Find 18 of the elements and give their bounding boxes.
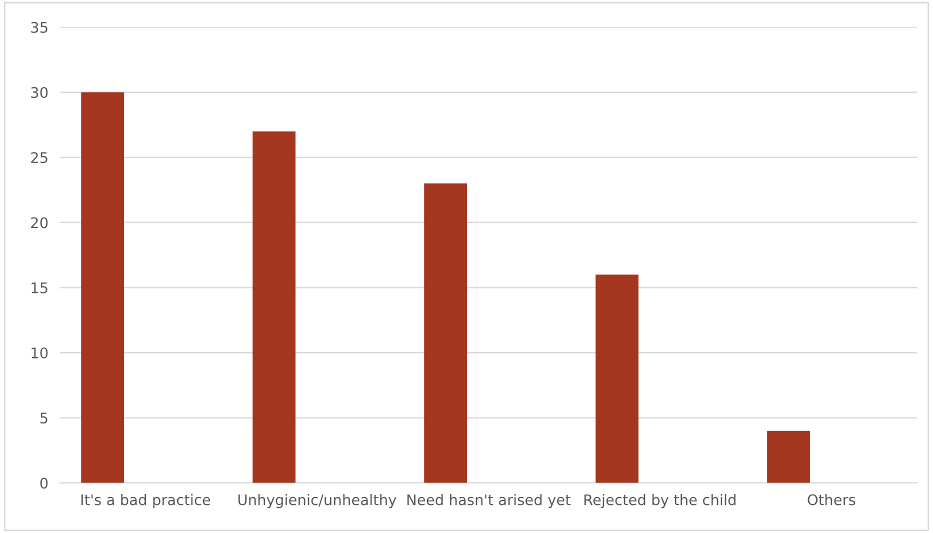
x-tick-label: Need hasn't arised yet [407, 494, 571, 508]
bar [424, 183, 467, 483]
y-tick-label: 20 [31, 217, 48, 228]
x-tick-label: Others [808, 494, 856, 506]
y-tick-label: 30 [31, 87, 48, 98]
bar [767, 430, 810, 483]
x-tick-label: Unhygienic/unhealthy [238, 494, 396, 508]
y-tick-label: 35 [31, 22, 48, 33]
y-tick-label: 5 [40, 412, 48, 424]
y-tick-label: 10 [32, 347, 48, 358]
y-tick-label: 15 [32, 282, 48, 294]
y-tick-label: 0 [40, 478, 48, 489]
x-tick-label: It's a bad practice [81, 494, 210, 508]
x-tick-label: Rejected by the child [584, 494, 736, 508]
bar [81, 92, 124, 483]
bar [252, 131, 296, 483]
y-tick-label: 25 [31, 152, 48, 164]
bar [596, 274, 638, 483]
